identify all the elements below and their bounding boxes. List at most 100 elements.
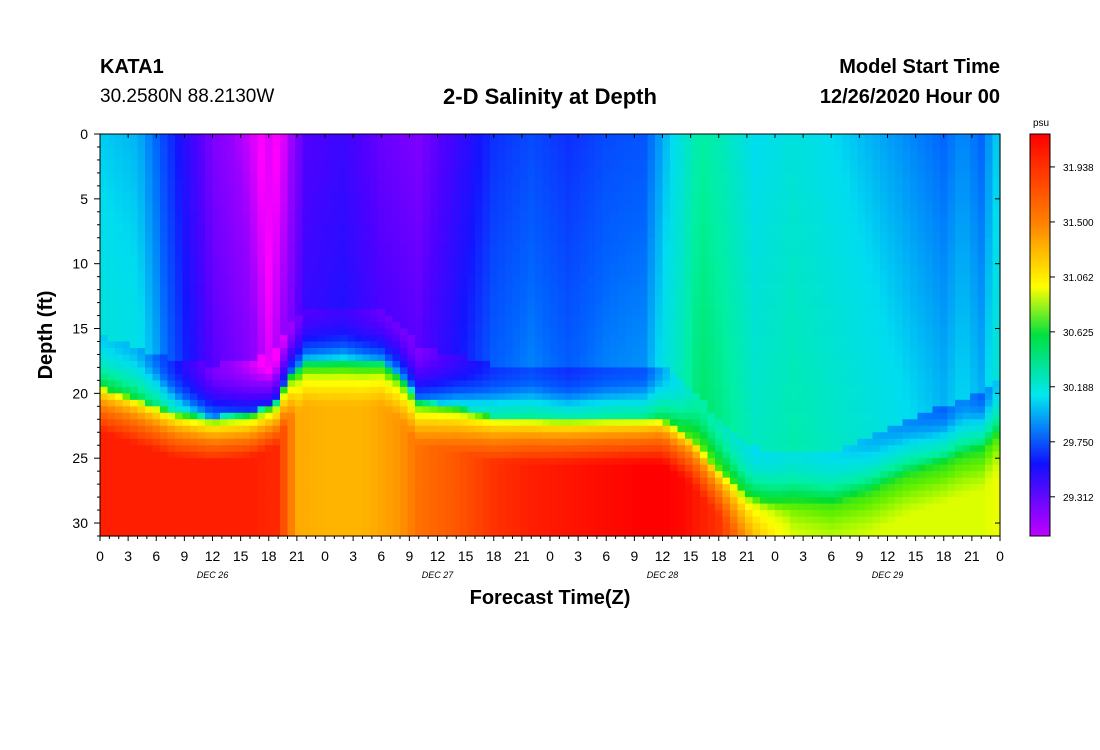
heatmap-cell <box>122 471 131 479</box>
heatmap-cell <box>572 283 581 291</box>
heatmap-cell <box>512 354 521 362</box>
heatmap-cell <box>452 425 461 433</box>
heatmap-cell <box>107 354 116 362</box>
heatmap-cell <box>205 471 214 479</box>
heatmap-cell <box>302 484 311 492</box>
heatmap-cell <box>610 140 619 148</box>
heatmap-cell <box>167 224 176 232</box>
heatmap-cell <box>535 185 544 193</box>
heatmap-cell <box>662 406 671 414</box>
heatmap-cell <box>467 399 476 407</box>
heatmap-cell <box>295 360 304 369</box>
heatmap-cell <box>295 490 304 498</box>
heatmap-cell <box>362 198 371 206</box>
heatmap-cell <box>452 477 461 485</box>
heatmap-cell <box>272 153 281 161</box>
heatmap-cell <box>407 464 416 472</box>
heatmap-cell <box>317 354 326 362</box>
heatmap-cell <box>490 302 499 310</box>
heatmap-cell <box>400 458 409 466</box>
heatmap-cell <box>467 237 476 245</box>
heatmap-cell <box>497 386 506 394</box>
heatmap-cell <box>512 315 521 323</box>
heatmap-cell <box>325 179 334 187</box>
heatmap-cell <box>122 406 131 414</box>
heatmap-cell <box>430 367 439 375</box>
heatmap-cell <box>602 309 611 317</box>
heatmap-cell <box>655 335 664 343</box>
heatmap-cell <box>550 406 559 414</box>
heatmap-cell <box>535 198 544 206</box>
heatmap-cell <box>175 510 184 518</box>
heatmap-cell <box>670 289 679 297</box>
heatmap-cell <box>580 354 589 362</box>
heatmap-cell <box>100 341 109 349</box>
heatmap-cell <box>625 510 634 518</box>
heatmap-cell <box>400 231 409 239</box>
heatmap-cell <box>100 335 109 343</box>
heatmap-cell <box>107 205 116 213</box>
heatmap-cell <box>377 172 386 180</box>
heatmap-cell <box>640 432 649 440</box>
heatmap-cell <box>287 335 296 343</box>
heatmap-cell <box>190 354 199 362</box>
heatmap-cell <box>130 153 139 161</box>
heatmap-cell <box>670 211 679 219</box>
heatmap-cell <box>257 211 266 219</box>
heatmap-cell <box>437 218 446 226</box>
heatmap-cell <box>452 419 461 427</box>
heatmap-cell <box>377 347 386 356</box>
heatmap-cell <box>482 412 491 420</box>
heatmap-cell <box>512 529 521 537</box>
heatmap-cell <box>550 270 559 278</box>
heatmap-cell <box>272 503 281 511</box>
heatmap-cell <box>257 341 266 349</box>
heatmap-cell <box>265 432 274 440</box>
heatmap-cell <box>647 179 656 187</box>
heatmap-cell <box>505 166 514 174</box>
heatmap-cell <box>685 393 694 401</box>
heatmap-cell <box>265 166 274 174</box>
heatmap-cell <box>325 134 334 142</box>
heatmap-cell <box>580 172 589 180</box>
heatmap-cell <box>145 315 154 323</box>
heatmap-cell <box>602 386 611 394</box>
heatmap-cell <box>557 231 566 239</box>
heatmap-cell <box>632 296 641 304</box>
heatmap-cell <box>400 399 409 407</box>
heatmap-cell <box>587 445 596 453</box>
heatmap-cell <box>640 510 649 518</box>
heatmap-cell <box>265 399 274 407</box>
heatmap-cell <box>370 289 379 297</box>
heatmap-cell <box>640 373 649 381</box>
heatmap-cell <box>265 328 274 336</box>
heatmap-cell <box>227 380 236 388</box>
heatmap-cell <box>130 484 139 492</box>
heatmap-cell <box>310 445 319 453</box>
heatmap-cell <box>160 438 169 446</box>
heatmap-cell <box>392 438 401 446</box>
heatmap-cell <box>137 490 146 498</box>
heatmap-cell <box>527 250 536 258</box>
heatmap-cell <box>107 179 116 187</box>
heatmap-cell <box>392 185 401 193</box>
heatmap-cell <box>685 335 694 343</box>
heatmap-cell <box>452 140 461 148</box>
heatmap-cell <box>295 224 304 232</box>
heatmap-cell <box>325 146 334 155</box>
heatmap-cell <box>295 425 304 433</box>
heatmap-cell <box>280 244 289 252</box>
heatmap-cell <box>400 140 409 148</box>
heatmap-cell <box>505 484 514 492</box>
heatmap-cell <box>362 211 371 219</box>
heatmap-cell <box>107 244 116 252</box>
heatmap-cell <box>257 464 266 472</box>
heatmap-cell <box>317 360 326 369</box>
heatmap-cell <box>512 432 521 440</box>
heatmap-cell <box>670 380 679 388</box>
heatmap-cell <box>137 224 146 232</box>
heatmap-cell <box>377 412 386 420</box>
heatmap-cell <box>370 510 379 518</box>
heatmap-cell <box>520 185 529 193</box>
heatmap-cell <box>437 172 446 180</box>
